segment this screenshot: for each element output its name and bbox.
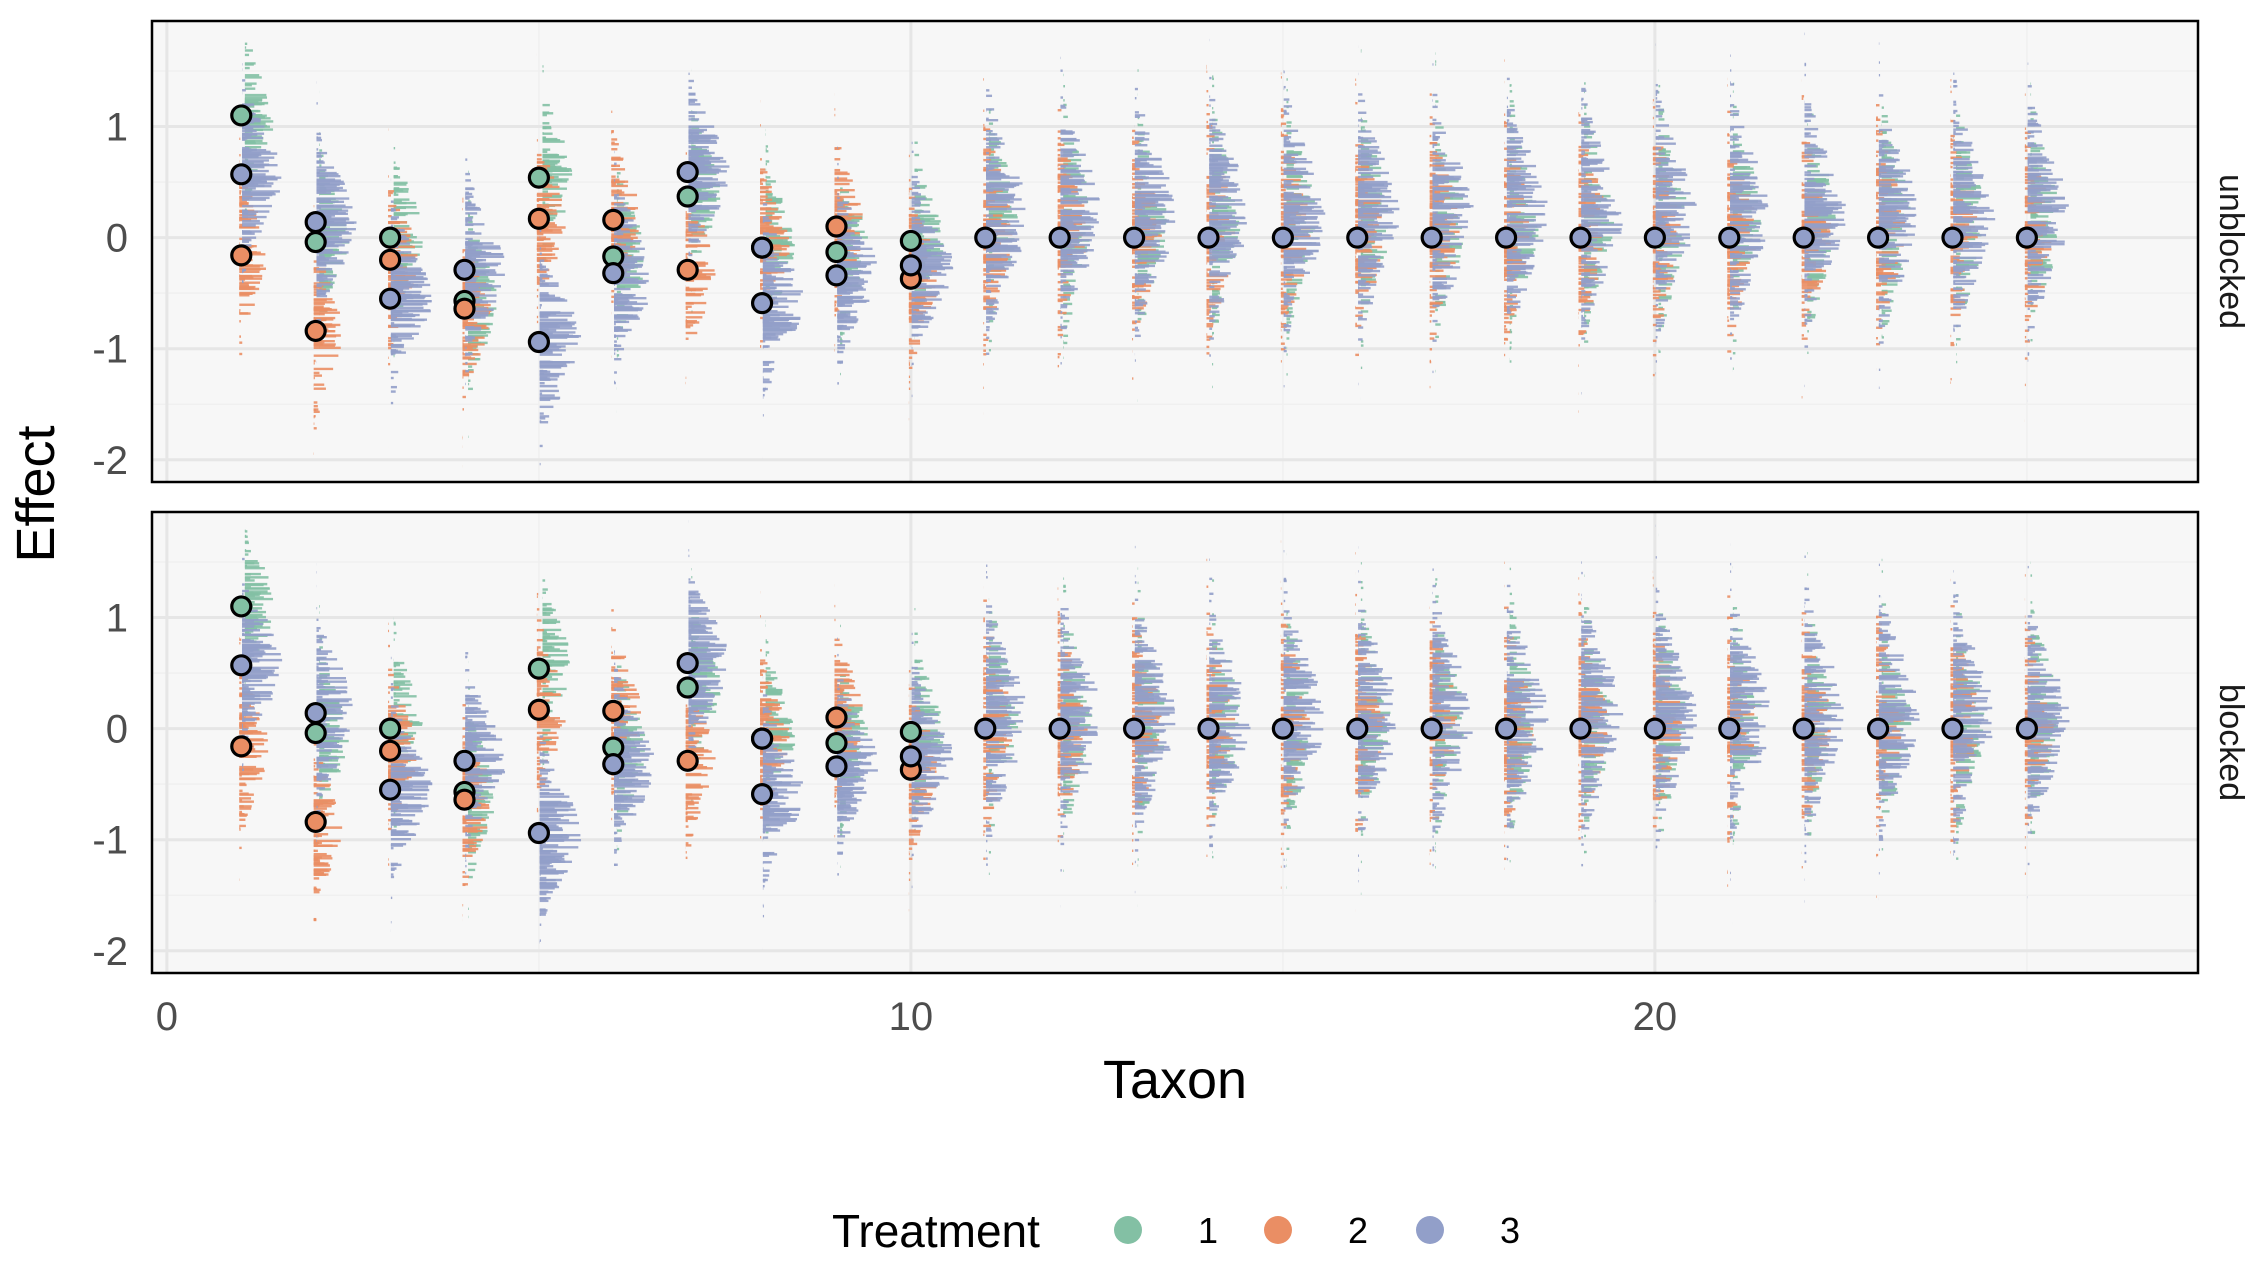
panel-background bbox=[152, 21, 2198, 482]
